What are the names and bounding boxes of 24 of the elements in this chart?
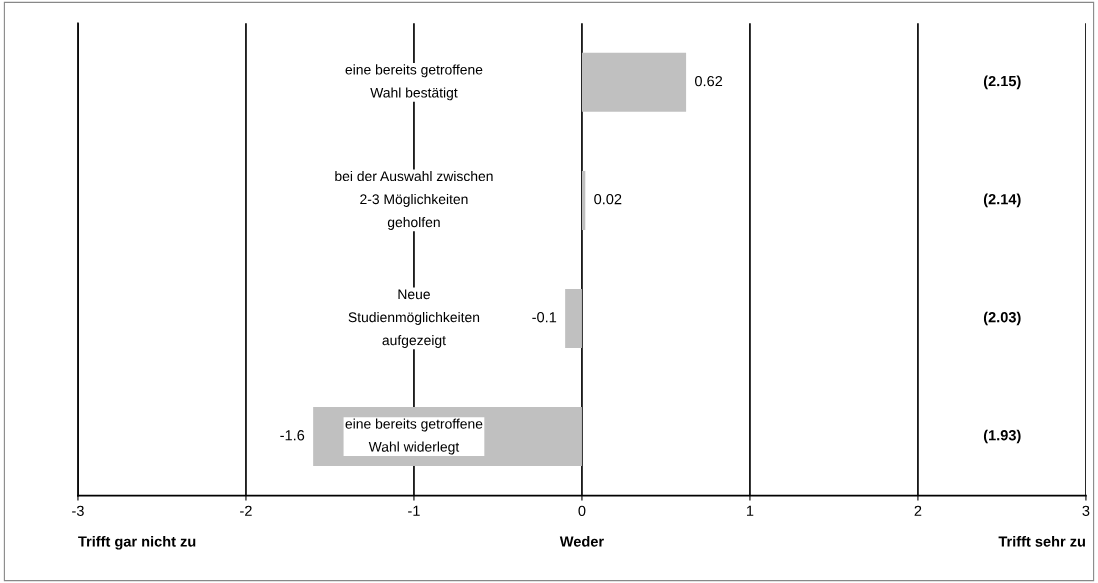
bar <box>581 52 687 112</box>
y-tick-label: Neue Studienmöglichkeiten aufgezeigt <box>348 289 480 348</box>
x-tick-label: 3 <box>1082 505 1090 516</box>
text: Weder <box>559 535 604 547</box>
annotation: (1.93) <box>983 429 1021 444</box>
annotation: (2.03) <box>983 311 1021 326</box>
y-tick-label: eine bereits getroffene Wahl bestätigt <box>345 64 483 101</box>
text: Trifft gar nicht zu <box>78 535 196 550</box>
data-label: 0.02 <box>594 193 622 205</box>
y-tick-label: bei der Auswahl zwischen 2-3 Möglichkeiten geholfen <box>335 170 493 230</box>
x-tick-label: -1 <box>408 505 420 516</box>
annotation: (2.14) <box>983 193 1021 208</box>
x-tick-label: -3 <box>72 505 84 516</box>
data-label: 0.62 <box>695 75 723 87</box>
x-tick-label: 1 <box>746 505 754 516</box>
y-tick-label: eine bereits getroffene Wahl widerlegt <box>345 418 483 455</box>
data-label: -0.1 <box>532 312 557 323</box>
x-tick-label: -2 <box>240 505 252 516</box>
annotation: (2.15) <box>983 75 1021 90</box>
x-tick-label: 0 <box>578 505 586 516</box>
text: Trifft sehr zu <box>998 535 1085 547</box>
x-tick-label: 2 <box>914 505 922 516</box>
bar <box>565 288 582 348</box>
data-label: -1.6 <box>280 430 305 441</box>
